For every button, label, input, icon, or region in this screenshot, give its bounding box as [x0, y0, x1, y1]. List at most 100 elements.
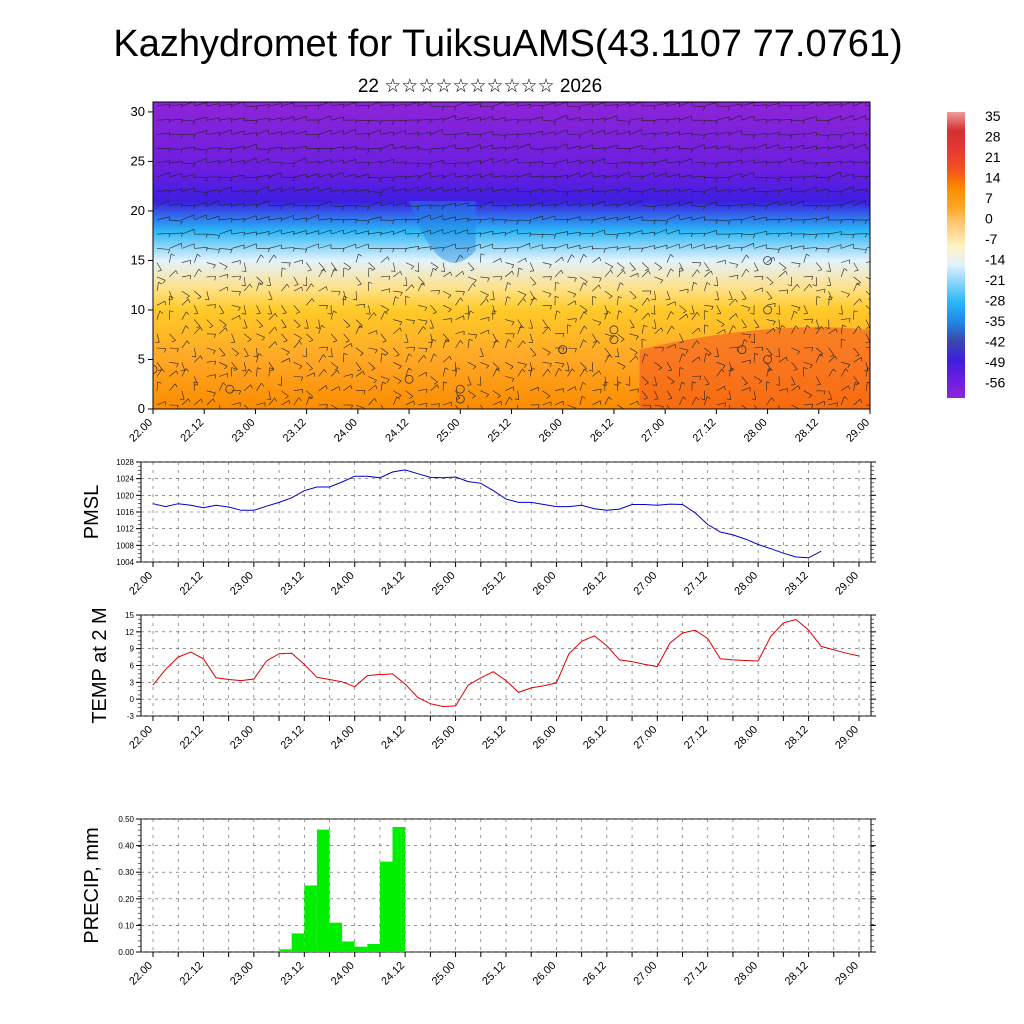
wind-barb-feather: [591, 219, 594, 224]
wind-barb-feather: [699, 375, 702, 380]
wind-barb-feather: [802, 190, 805, 195]
x-tick-label: 24.00: [329, 724, 357, 752]
wind-barb: [268, 362, 275, 370]
wind-barb: [542, 319, 548, 328]
x-tick-label: 26.12: [581, 960, 609, 988]
wind-barb: [604, 216, 618, 221]
precip-bar: [392, 827, 406, 952]
wind-barb: [741, 215, 755, 221]
wind-barb: [766, 132, 780, 135]
wind-barb-feather: [528, 370, 533, 372]
wind-barb: [355, 205, 370, 207]
wind-barb-feather: [305, 146, 307, 151]
wind-barb: [679, 313, 687, 320]
wind-barb: [368, 176, 382, 179]
colorbar-label: -14: [985, 252, 1005, 268]
wind-barb: [492, 117, 506, 121]
wind-barb-feather: [620, 339, 625, 342]
wind-barb-feather: [541, 175, 544, 180]
wind-barb-feather: [317, 119, 320, 124]
wind-barb: [368, 129, 381, 135]
wind-barb-feather: [549, 305, 552, 310]
wind-barb: [679, 333, 684, 342]
wind-barb: [343, 373, 353, 377]
wind-barb-feather: [724, 386, 726, 391]
y-tick-label: 30: [131, 104, 145, 119]
wind-barb-feather: [685, 350, 689, 354]
wind-barb-feather: [715, 219, 718, 225]
wind-barb: [554, 243, 568, 249]
wind-barb: [467, 188, 481, 192]
wind-barb: [368, 102, 381, 107]
wind-barb: [219, 218, 233, 221]
wind-barb-feather: [591, 118, 594, 123]
wind-barb-feather: [469, 338, 473, 342]
wind-barb: [492, 146, 506, 149]
wind-barb-feather: [511, 270, 514, 275]
wind-barb: [218, 382, 224, 391]
wind-barb-feather: [555, 281, 560, 284]
x-tick-label: 23.00: [228, 960, 256, 988]
wind-barb: [579, 382, 584, 391]
wind-barb-feather: [205, 192, 208, 197]
wind-barb-feather: [343, 296, 348, 298]
wind-barb-feather: [775, 384, 780, 386]
wind-barb: [281, 116, 294, 121]
wind-barb-feather: [827, 177, 830, 182]
wind-barb: [704, 176, 718, 179]
wind-barb: [443, 162, 457, 165]
wind-barb: [480, 131, 494, 135]
wind-barb: [753, 333, 755, 343]
wind-barb: [753, 143, 767, 149]
wind-barb: [654, 404, 664, 407]
wind-barb: [405, 205, 419, 207]
wind-barb: [256, 353, 259, 363]
wind-barb: [331, 103, 345, 107]
wind-barb: [642, 404, 652, 406]
wind-barb-feather: [761, 347, 764, 352]
wind-barb-feather: [181, 104, 183, 109]
wind-barb-feather: [188, 298, 191, 303]
wind-barb: [331, 146, 345, 149]
wind-barb: [828, 296, 830, 306]
wind-barb-feather: [707, 396, 711, 400]
wind-barb: [218, 305, 225, 314]
wind-barb-feather: [274, 341, 278, 346]
wind-barb: [181, 362, 186, 371]
wind-barb-feather: [434, 267, 439, 271]
wind-barb: [480, 390, 489, 395]
wind-barb-feather: [653, 149, 656, 154]
wind-barb: [368, 312, 375, 320]
wind-barb: [405, 319, 415, 321]
wind-barb: [268, 276, 271, 286]
wind-barb-feather: [806, 325, 811, 329]
wind-barb: [194, 158, 207, 164]
wind-barb: [505, 319, 515, 323]
wind-barb-feather: [388, 275, 391, 280]
wind-barb: [380, 381, 383, 391]
wind-barb: [853, 347, 860, 356]
wind-barb: [853, 200, 866, 206]
wind-barb: [492, 232, 506, 235]
wind-barb: [355, 291, 357, 301]
wind-barb: [641, 172, 655, 178]
wind-barb-feather: [847, 364, 851, 368]
wind-barb-feather: [796, 351, 800, 355]
wind-barb-feather: [625, 384, 630, 386]
wind-barb-feather: [267, 248, 270, 253]
wind-barb-feather: [450, 271, 452, 276]
wind-barb-feather: [846, 293, 850, 298]
wind-barb: [318, 268, 324, 278]
wind-barb: [281, 130, 294, 135]
wind-barb-feather: [753, 147, 755, 152]
wind-barb-feather: [649, 290, 652, 295]
wind-barb-feather: [857, 282, 861, 285]
y-tick-label: 20: [131, 203, 145, 218]
wind-barb: [754, 119, 768, 121]
wind-barb: [816, 176, 830, 179]
wind-barb: [492, 362, 500, 369]
wind-barb-feather: [704, 310, 709, 313]
wind-barb: [281, 400, 290, 406]
wind-barb: [505, 270, 513, 278]
wind-barb: [418, 229, 431, 235]
